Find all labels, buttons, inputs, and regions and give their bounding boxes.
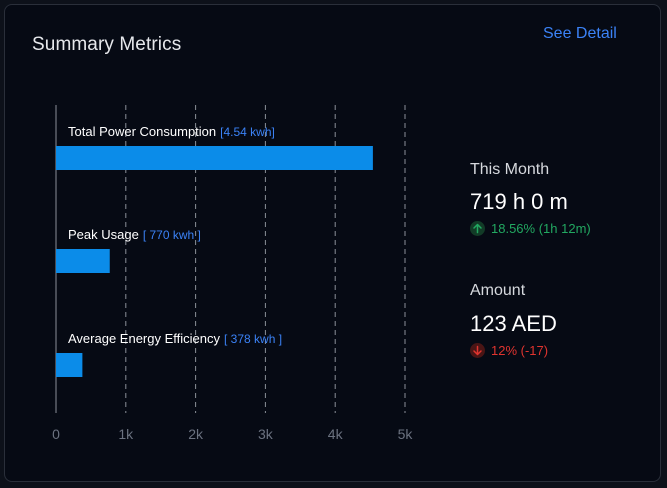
arrow-down-icon	[470, 343, 485, 358]
bar-value-label: [4.54 kwh]	[220, 125, 275, 139]
amount-change-text: 12% (-17)	[491, 343, 549, 358]
summary-metrics-card	[4, 4, 661, 482]
bar-2[interactable]	[56, 353, 83, 377]
x-tick-label: 1k	[118, 426, 134, 442]
bar-1[interactable]	[56, 249, 110, 273]
amount-value: 123 AED	[470, 311, 557, 336]
bar-0[interactable]	[56, 146, 373, 170]
arrow-up-icon	[470, 221, 485, 236]
this-month-label: This Month	[470, 161, 550, 178]
category-name: Average Energy Efficiency	[68, 331, 220, 346]
page-title: Summary Metrics	[32, 34, 182, 55]
this-month-change: 18.56% (1h 12m)	[470, 221, 591, 236]
bar-value-label: [ 378 kwh ]	[224, 332, 282, 346]
amount-label: Amount	[470, 282, 526, 299]
see-detail-link[interactable]: See Detail	[543, 25, 617, 42]
bar-value-label: [ 770 kwh ]	[143, 228, 201, 242]
bar-category-label: Peak Usage [ 770 kwh ]	[68, 227, 201, 242]
x-tick-label: 5k	[398, 426, 414, 442]
this-month-value: 719 h 0 m	[470, 189, 568, 214]
this-month-change-text: 18.56% (1h 12m)	[491, 221, 591, 236]
x-tick-label: 3k	[258, 426, 274, 442]
bar-category-label: Total Power Consumption [4.54 kwh]	[68, 124, 275, 139]
x-tick-label: 2k	[188, 426, 204, 442]
category-name: Peak Usage	[68, 227, 139, 242]
bar-category-label: Average Energy Efficiency [ 378 kwh ]	[68, 331, 282, 346]
x-tick-label: 0	[52, 426, 60, 442]
category-name: Total Power Consumption	[68, 124, 216, 139]
x-tick-label: 4k	[328, 426, 344, 442]
amount-change: 12% (-17)	[470, 343, 548, 358]
